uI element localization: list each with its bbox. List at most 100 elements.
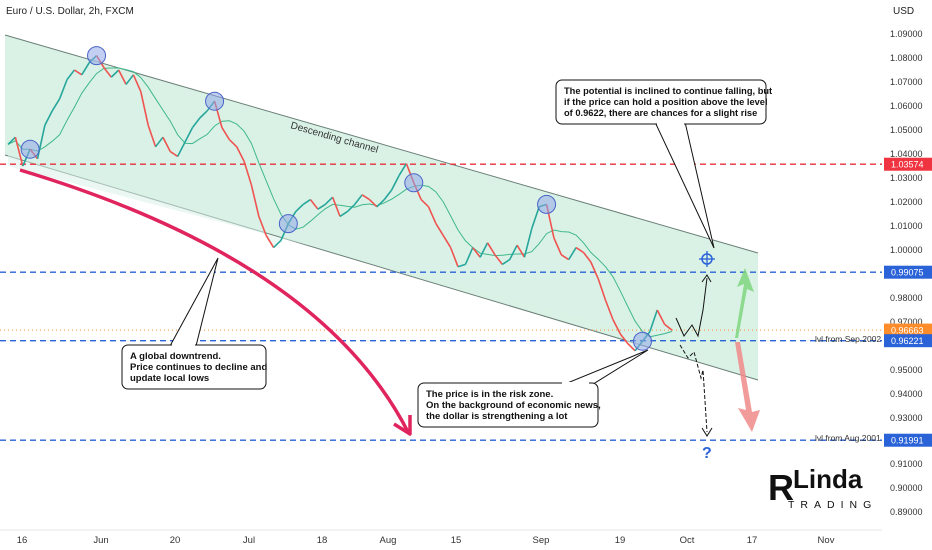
price-label-text: 0.96663 [891,326,924,336]
price-segment [523,228,533,258]
price-segment [568,247,577,261]
price-segment [295,203,304,213]
x-tick-label: 15 [451,535,462,546]
x-tick-label: Jul [243,535,255,546]
price-segment [66,69,76,81]
touch-circle [20,139,40,159]
price-segment [435,223,444,237]
svg-text:A global downtrend. Pric: A global downtrend. Price continues to d… [130,351,270,384]
x-tick-label: Aug [380,535,397,546]
price-segment [324,196,334,205]
bullish-arrow-icon [735,268,754,338]
candles-group [7,55,673,352]
price-segment [176,141,186,157]
callout-downtrend-line1: A global downtrend. [130,351,221,362]
price-segment [265,235,275,249]
projection-up-path [675,277,708,338]
price-segment [44,110,53,126]
downtrend-arrowhead [393,415,412,436]
price-segment [508,244,518,260]
price-segment [162,136,172,152]
price-segment [420,199,430,208]
price-segment [479,242,489,258]
touch-circles [20,46,652,351]
price-segment [664,323,673,331]
x-tick-label: 16 [17,535,28,546]
level-note-sep2002: lvl from Sep.2002 [815,334,881,344]
price-segment [117,69,127,85]
y-tick-label: 1.03000 [890,173,923,183]
y-tick-label: 0.94000 [890,389,923,399]
y-tick-label: 1.09000 [890,29,923,39]
y-tick-label: 0.98000 [890,293,923,303]
chart-title: Euro / U.S. Dollar, 2h, FXCM [6,6,134,17]
price-segment [51,98,61,112]
x-tick-label: 18 [317,535,328,546]
callout-downtrend-line2: Price continues to decline and [130,362,267,373]
price-label-text: 1.03574 [891,160,924,170]
y-tick-label: 1.01000 [890,221,923,231]
price-segment [457,263,466,268]
price-segment [516,244,526,258]
price-segment [553,237,563,256]
callout-potential-line1: The potential is inclined to continue fa… [564,86,772,96]
horizontal-levels [0,163,882,441]
price-segment [73,69,83,76]
price-segment [235,146,245,162]
x-tick-label: 17 [747,535,758,546]
svg-text:The price is in the risk zone.: The price is in the risk zone. On the ba… [426,389,603,422]
y-tick-label: 1.00000 [890,245,923,255]
price-segment [339,210,348,218]
price-segment [14,137,24,167]
price-label-bg [884,157,932,171]
y-tick-label: 0.91000 [890,459,923,469]
downtrend-curve-arrow [19,168,410,433]
y-tick-label: 1.05000 [890,125,923,135]
price-segment [140,91,149,126]
projection-down-arrowhead [701,427,713,437]
touch-circle [87,46,107,66]
y-tick-label: 1.02000 [890,197,923,207]
projection-down-path [679,344,708,433]
price-segment [221,127,231,141]
price-label-bg [884,265,932,279]
price-segment [199,110,208,119]
price-segment [501,258,511,266]
callout-potential-line3: of 0.9622, there are chances for a sligh… [564,108,757,118]
target-crosshair-icon [699,251,715,267]
callout-potential: The potential is inclined to continue fa… [555,79,775,249]
price-segment [494,254,503,265]
price-segment [258,216,267,236]
price-segment [58,79,68,100]
y-tick-label: 1.06000 [890,101,923,111]
y-tick-label: 0.93000 [890,413,923,423]
price-segment [228,139,238,148]
price-segment [449,247,459,268]
time-axis[interactable]: 16 Jun 20 Jul 18 Aug 15 Sep 19 Oct 17 Nov [0,529,882,546]
projection-up-arrowhead [701,274,712,283]
price-segment [390,175,400,191]
price-segment [191,117,201,129]
price-segment [582,251,592,263]
callout-risk-line3: the dollar is strengthening a lot [426,411,568,422]
price-segment [560,254,570,261]
touch-circle [205,91,225,111]
price-segment [627,343,636,352]
price-segment [597,278,607,301]
price-segment [590,261,599,280]
price-segment [110,69,120,78]
level-note-aug2001: lvl from Aug.2001 [815,433,881,443]
price-segment [250,185,260,217]
price-segment [302,198,311,206]
currency-label: USD [893,6,914,17]
price-label-bg [884,323,932,337]
callout-potential-line2: if the price can hold a position above t… [564,97,768,107]
price-segment [354,194,363,205]
svg-text:TRADING: TRADING [788,499,877,511]
svg-text:The potential is inclined to c: The potential is inclined to continue fa… [564,86,775,118]
price-segment [442,235,452,249]
price-segment [132,74,142,92]
price-segment [147,124,157,148]
price-segment [472,247,481,258]
